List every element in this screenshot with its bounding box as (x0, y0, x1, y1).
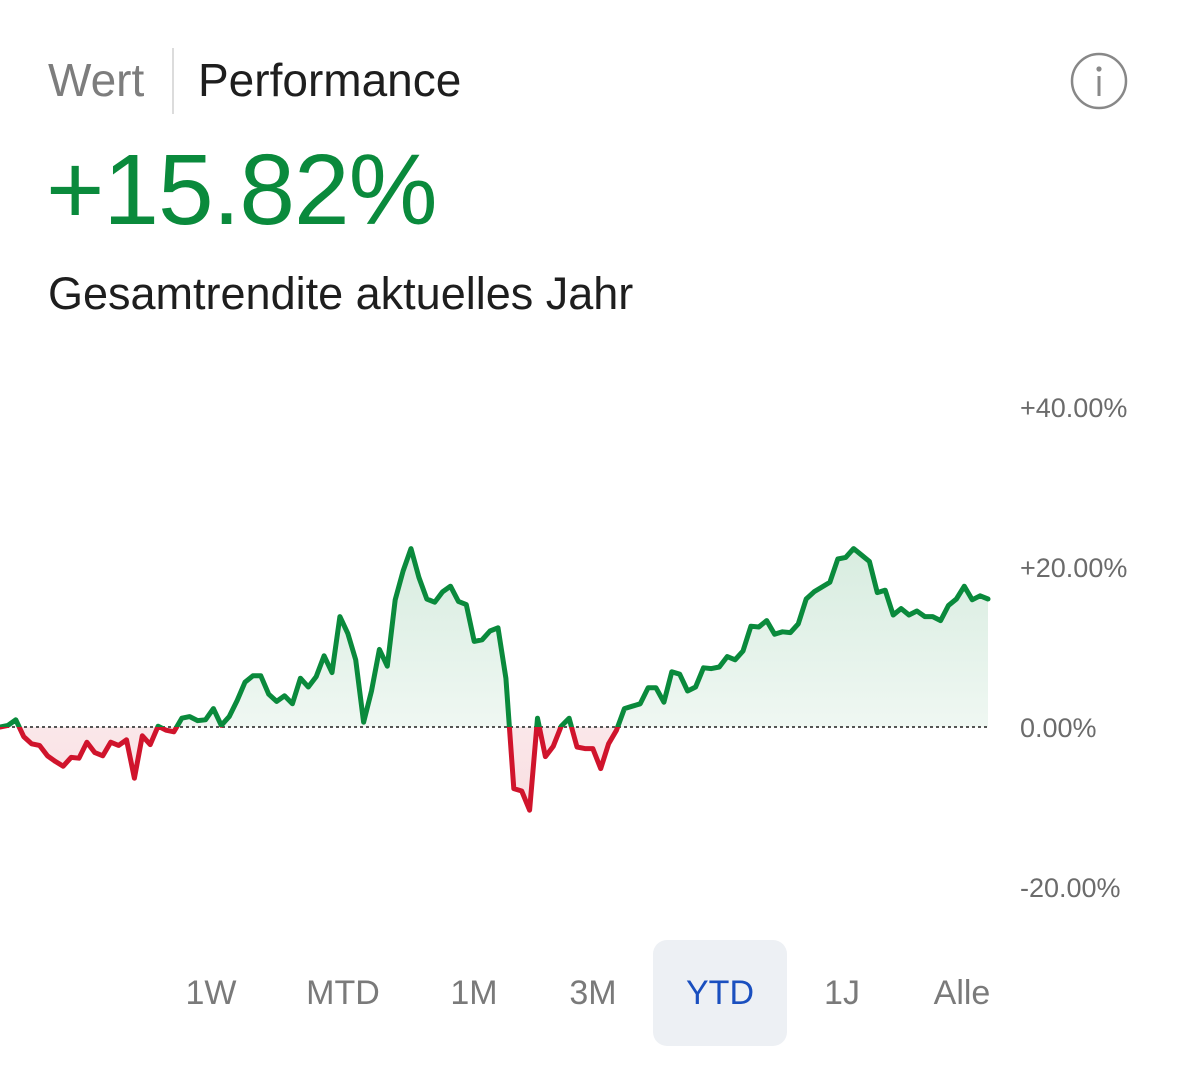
tab-performance[interactable]: Performance (198, 54, 462, 106)
range-ytd-button[interactable]: YTD (653, 940, 787, 1046)
chart-area-fill (0, 548, 988, 811)
range-mtd-button[interactable]: MTD (306, 974, 380, 1012)
tab-wert[interactable]: Wert (48, 54, 145, 106)
negative-area (0, 727, 988, 811)
positive-area (0, 548, 988, 727)
series-line-negative (0, 727, 621, 813)
range-1w-button[interactable]: 1W (185, 974, 237, 1012)
info-icon (1070, 52, 1128, 110)
y-tick-label: +40.00% (1020, 393, 1128, 423)
chart-line (0, 546, 991, 813)
range-alle-button[interactable]: Alle (933, 974, 991, 1012)
y-tick-label: -20.00% (1020, 873, 1121, 903)
tab-divider (172, 48, 174, 114)
range-3m-button[interactable]: 3M (569, 974, 617, 1012)
performance-chart: +40.00% +20.00% 0.00% -20.00% (0, 360, 1179, 930)
total-return-label: Gesamtrendite aktuelles Jahr (48, 268, 634, 319)
y-tick-label: +20.00% (1020, 553, 1128, 583)
range-selector: 1W MTD 1M 3M YTD 1J Alle (0, 938, 1179, 1048)
y-tick-label: 0.00% (1020, 713, 1097, 743)
range-1m-button[interactable]: 1M (450, 974, 498, 1012)
range-1j-button[interactable]: 1J (824, 974, 860, 1012)
info-button[interactable] (1070, 52, 1128, 110)
total-return-value: +15.82% (46, 134, 438, 246)
chart-svg (0, 546, 991, 813)
series-line-positive (0, 546, 991, 727)
